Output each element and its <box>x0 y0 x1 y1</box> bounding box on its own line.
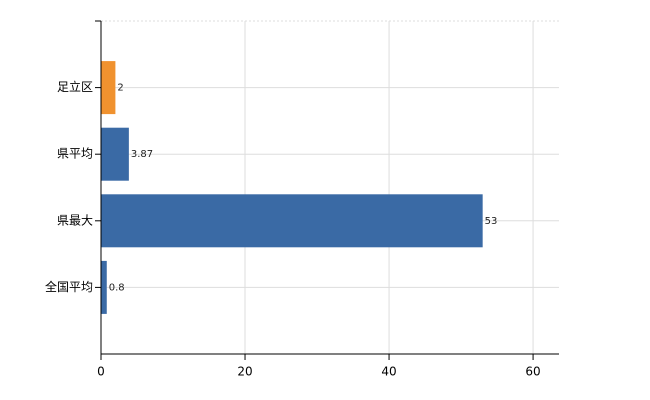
value-label: 0.8 <box>109 282 125 293</box>
x-tick-label: 20 <box>237 365 252 379</box>
y-tick-label: 県平均 <box>57 147 93 161</box>
x-tick-label: 40 <box>381 365 396 379</box>
value-label: 3.87 <box>131 149 153 160</box>
bar <box>101 260 107 314</box>
y-tick-label: 足立区 <box>57 79 93 94</box>
bar <box>101 194 483 248</box>
value-label: 53 <box>485 216 498 227</box>
value-label: 2 <box>117 83 123 94</box>
x-tick-label: 60 <box>525 365 540 379</box>
y-tick-label: 全国平均 <box>45 279 93 294</box>
y-tick-label: 県最大 <box>57 213 93 227</box>
bar <box>101 61 116 115</box>
x-tick-label: 0 <box>97 365 105 379</box>
bar <box>101 127 129 181</box>
